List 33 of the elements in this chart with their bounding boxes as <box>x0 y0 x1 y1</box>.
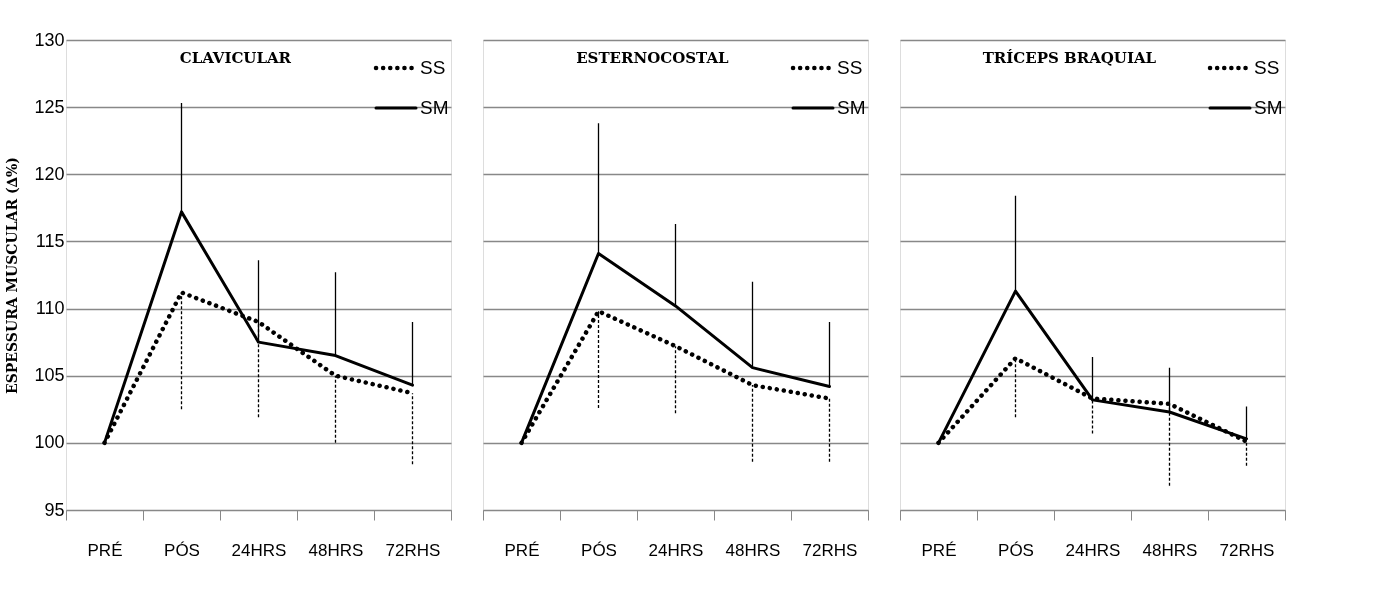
x-tick-label: 24HRS <box>231 540 287 560</box>
y-tick-label: 100 <box>34 432 65 453</box>
y-tick-label: 130 <box>34 29 65 50</box>
y-tick-label: 110 <box>35 298 65 319</box>
y-tick-label: 105 <box>34 365 65 386</box>
text: TRÍCEPS BRAQUIAL <box>982 49 1157 67</box>
x-tick-label: 72RHS <box>1219 540 1275 560</box>
x-tick-label: 24HRS <box>1065 540 1121 560</box>
y-tick-label: 95 <box>44 499 65 520</box>
x-tick-label: PRÉ <box>87 540 123 560</box>
x-tick-label: 48HRS <box>725 540 781 560</box>
x-tick-label: 48HRS <box>308 540 364 560</box>
text: ESTERNOCOSTAL <box>576 49 730 67</box>
y-axis-title: ESPESSURA MUSCULAR (∆%) <box>4 157 21 394</box>
legend-label: SS <box>1254 57 1280 78</box>
x-tick-label: PRÉ <box>921 540 957 560</box>
legend-label: SM <box>837 97 866 118</box>
x-tick-label: PÓS <box>164 540 200 560</box>
x-tick-label: 24HRS <box>648 540 704 560</box>
x-tick-label: PÓS <box>581 540 617 560</box>
legend-label: SM <box>420 97 449 118</box>
x-tick-label: PÓS <box>998 540 1034 560</box>
x-tick-label: 48HRS <box>1142 540 1198 560</box>
y-tick-label: 115 <box>35 230 65 251</box>
legend-label: SM <box>1254 97 1283 118</box>
y-tick-label: 125 <box>34 96 65 117</box>
x-tick-label: PRÉ <box>504 540 540 560</box>
x-tick-label: 72RHS <box>802 540 858 560</box>
x-tick-label: 72RHS <box>385 540 441 560</box>
legend-label: SS <box>837 57 863 78</box>
legend-label: SS <box>420 57 446 78</box>
text: CLAVICULAR <box>179 49 292 67</box>
y-tick-label: 120 <box>34 163 65 184</box>
